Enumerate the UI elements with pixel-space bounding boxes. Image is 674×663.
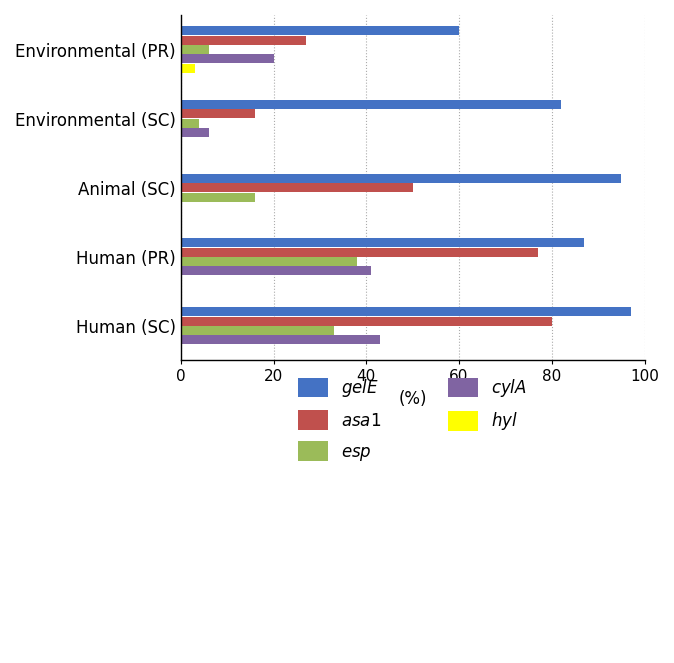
Bar <box>181 45 208 54</box>
X-axis label: (%): (%) <box>398 390 427 408</box>
Bar <box>181 174 621 183</box>
Bar <box>181 326 334 335</box>
Bar <box>181 100 561 109</box>
Bar <box>181 257 357 266</box>
Bar <box>181 267 371 275</box>
Bar <box>181 335 380 345</box>
Bar <box>181 119 200 128</box>
Bar <box>181 36 306 44</box>
Bar <box>181 193 255 202</box>
Bar <box>181 109 255 119</box>
Bar <box>181 317 552 326</box>
Legend: $\it{gelE}$, $\it{asa1}$, $\it{esp}$, $\it{cylA}$, $\it{hyl}$: $\it{gelE}$, $\it{asa1}$, $\it{esp}$, $\… <box>298 377 527 463</box>
Bar <box>181 307 631 316</box>
Bar <box>181 128 208 137</box>
Bar <box>181 54 274 64</box>
Bar <box>181 64 195 73</box>
Bar <box>181 27 459 35</box>
Bar <box>181 247 538 257</box>
Bar <box>181 238 584 247</box>
Bar <box>181 183 412 192</box>
